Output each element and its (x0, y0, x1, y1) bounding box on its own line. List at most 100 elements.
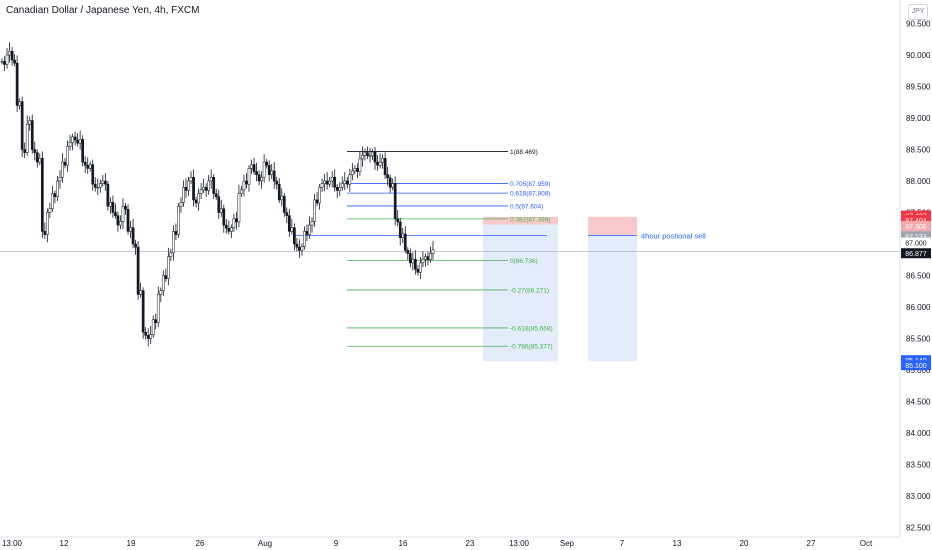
candle (320, 183, 324, 188)
candle (333, 176, 337, 188)
candle (184, 187, 188, 191)
fib-level-label: 0.618(87.808) (510, 191, 550, 198)
candle (368, 155, 372, 157)
candle (169, 252, 173, 257)
y-tick-label: 83.500 (906, 461, 931, 470)
candle (293, 227, 296, 245)
fib-level-label: 0(86.738) (510, 258, 538, 265)
x-tick-label: 19 (127, 539, 136, 548)
candle (25, 124, 29, 153)
candle (86, 165, 90, 169)
x-tick-label: 16 (399, 539, 408, 548)
candle (121, 205, 125, 222)
candle (247, 168, 251, 185)
candle (318, 187, 321, 204)
candle (116, 215, 120, 226)
candle (0, 61, 4, 63)
candle (345, 180, 349, 185)
price-label-text: 85.100 (905, 363, 927, 370)
candle (40, 158, 44, 232)
candle (146, 335, 150, 339)
x-tick-label: 26 (196, 539, 205, 548)
candle (194, 199, 198, 204)
candle (96, 187, 100, 189)
candle (305, 231, 309, 235)
candle (315, 199, 319, 204)
candle (411, 258, 415, 264)
candle (424, 256, 427, 260)
candle (393, 183, 397, 220)
candle (414, 258, 417, 270)
candle (51, 193, 54, 209)
candle (398, 221, 402, 238)
candle (366, 152, 369, 157)
candle (141, 290, 145, 333)
candle (363, 152, 367, 156)
fib-level-label: 0.705(87.959) (510, 181, 550, 188)
candle (350, 170, 354, 175)
candle (270, 170, 274, 175)
candle (33, 149, 37, 153)
trade-annotation: 4hour postional sell (641, 232, 706, 241)
candle (192, 176, 195, 201)
candle (139, 290, 142, 295)
candle (383, 158, 387, 175)
candle (202, 187, 205, 191)
x-tick-label: 9 (334, 539, 339, 548)
price-label-box (901, 360, 931, 371)
candle (356, 168, 359, 172)
price-label-box (901, 248, 931, 259)
x-tick-label: Sep (560, 539, 575, 548)
candle (35, 152, 39, 163)
candle (103, 180, 107, 185)
x-tick-label: Oct (860, 539, 873, 548)
candle (149, 334, 153, 339)
candle (230, 227, 233, 232)
candle (56, 180, 59, 197)
x-tick-label: 13 (673, 539, 682, 548)
candle (388, 177, 392, 188)
price-axis (900, 0, 932, 550)
candle (295, 243, 299, 248)
candle (232, 218, 236, 228)
candle (419, 262, 422, 273)
price-label-box (901, 231, 931, 242)
candle (13, 59, 16, 64)
candle (290, 227, 294, 232)
fib-level-label: -0.618(85.668) (510, 325, 553, 332)
price-label-text: 86.877 (905, 251, 927, 258)
candle (381, 158, 384, 163)
symbol-title: Canadian Dollar / Japanese Yen, 4h, FXCM (6, 5, 200, 16)
candle (66, 146, 69, 166)
candle (255, 171, 258, 175)
y-tick-label: 82.500 (906, 524, 931, 533)
candle (252, 164, 256, 172)
candle (111, 202, 115, 213)
candle (106, 183, 110, 207)
candle (58, 176, 62, 182)
candle (277, 183, 281, 201)
candle (134, 243, 137, 248)
candle (237, 193, 241, 223)
candle (101, 180, 105, 184)
stop-loss-zone-2 (588, 216, 637, 236)
candle (403, 233, 407, 251)
candle (174, 231, 178, 235)
candle (189, 176, 193, 182)
candle (164, 275, 168, 279)
stop-loss-zone (483, 216, 558, 225)
candle (209, 176, 213, 182)
candle (167, 256, 170, 279)
profit-target-zone (483, 224, 558, 362)
candle (376, 161, 379, 166)
price-label-box (901, 355, 931, 366)
fib-level-label: 1(88.469) (510, 149, 538, 156)
candle (298, 246, 301, 251)
candle (20, 101, 24, 150)
candle (361, 154, 364, 160)
currency-button[interactable]: JPY (908, 4, 928, 20)
y-tick-label: 86.000 (906, 303, 931, 312)
candle (38, 158, 42, 163)
x-tick-label: 27 (807, 539, 816, 548)
